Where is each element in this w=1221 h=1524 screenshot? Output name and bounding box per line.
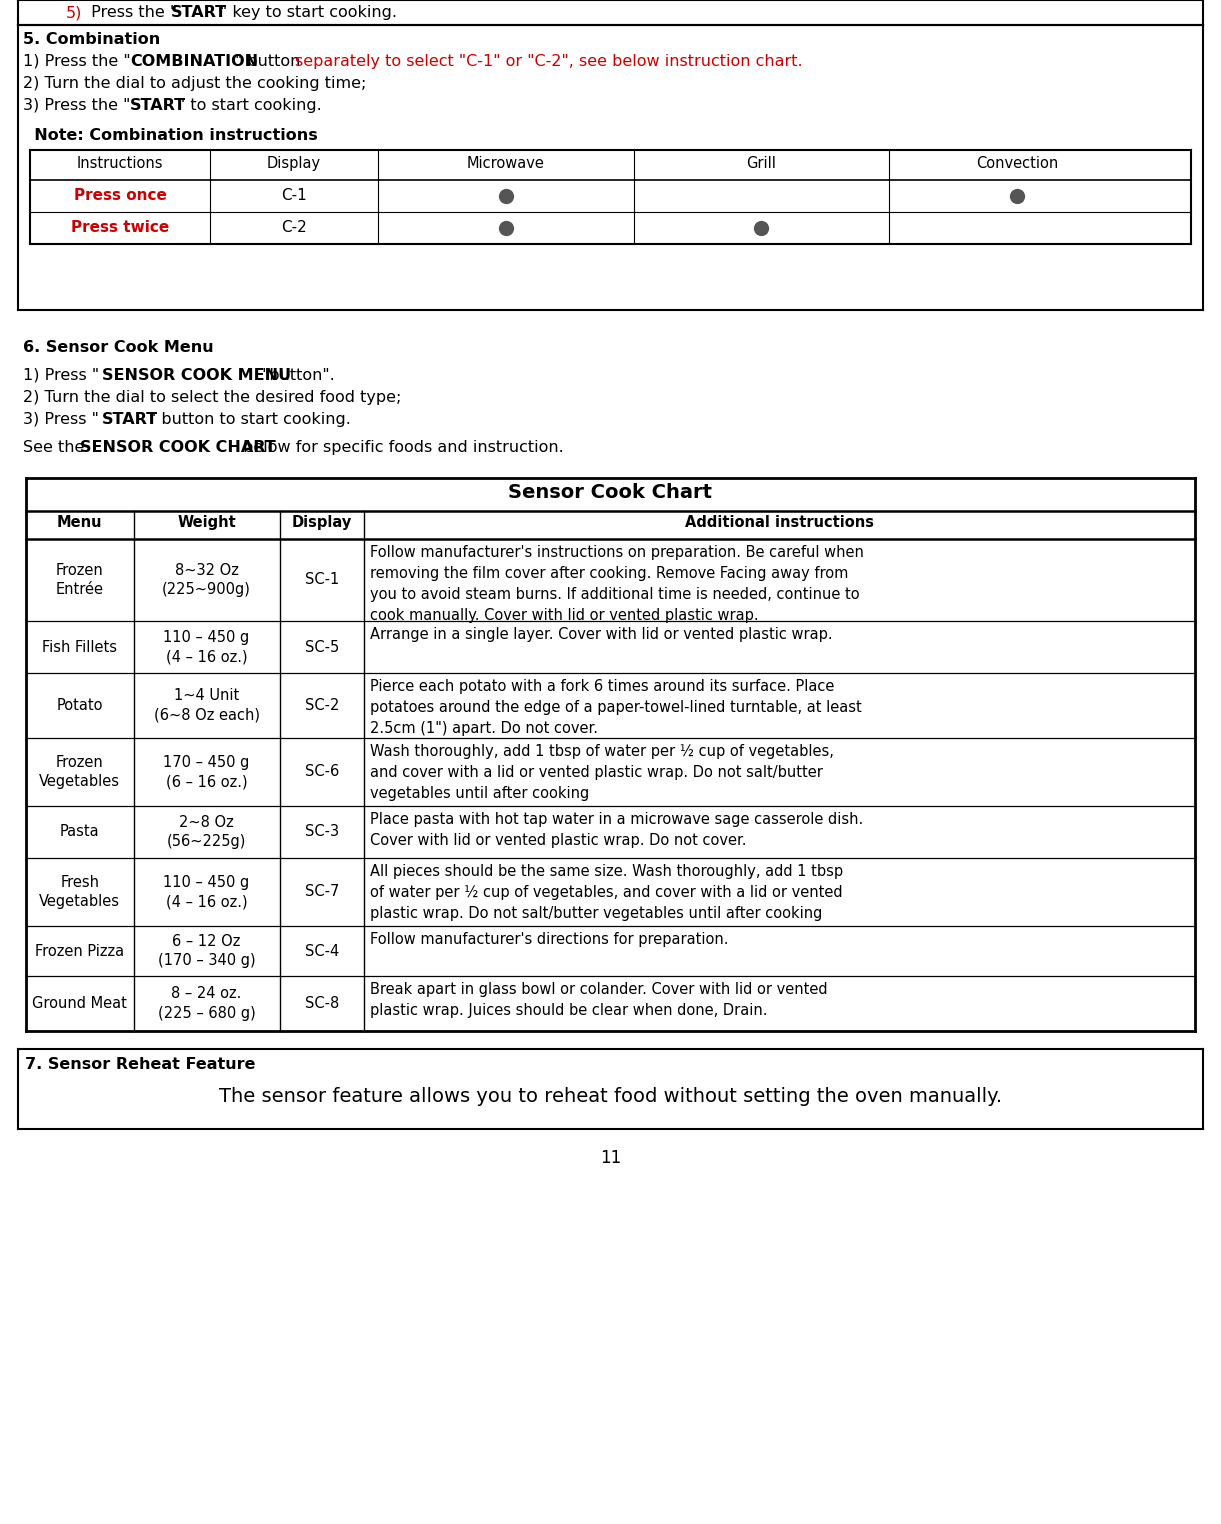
- Text: 5. Combination: 5. Combination: [23, 32, 160, 47]
- Text: Follow manufacturer's directions for preparation.: Follow manufacturer's directions for pre…: [370, 933, 729, 946]
- Text: SC-3: SC-3: [305, 824, 338, 840]
- Text: Press the ": Press the ": [85, 5, 177, 20]
- Text: 110 – 450 g
(4 – 16 oz.): 110 – 450 g (4 – 16 oz.): [164, 629, 250, 664]
- Text: 3) Press ": 3) Press ": [23, 411, 99, 427]
- Text: Press once: Press once: [73, 189, 166, 204]
- Text: Fish Fillets: Fish Fillets: [43, 640, 117, 654]
- Text: Convection: Convection: [976, 155, 1057, 171]
- Text: SENSOR COOK CHART: SENSOR COOK CHART: [81, 440, 276, 456]
- Text: Display: Display: [267, 155, 321, 171]
- Text: SC-1: SC-1: [304, 573, 339, 587]
- Text: SC-7: SC-7: [304, 884, 339, 899]
- Text: Potato: Potato: [56, 698, 103, 713]
- Text: Follow manufacturer's instructions on preparation. Be careful when
removing the : Follow manufacturer's instructions on pr…: [370, 546, 863, 623]
- Text: 1) Press ": 1) Press ": [23, 367, 99, 383]
- Text: " button: " button: [234, 53, 305, 69]
- Text: Grill: Grill: [746, 155, 777, 171]
- Text: All pieces should be the same size. Wash thoroughly, add 1 tbsp
of water per ½ c: All pieces should be the same size. Wash…: [370, 864, 842, 920]
- Text: separately to select "C-1" or "C-2", see below instruction chart.: separately to select "C-1" or "C-2", see…: [295, 53, 802, 69]
- Text: C-2: C-2: [281, 221, 306, 236]
- Text: Sensor Cook Chart: Sensor Cook Chart: [508, 483, 713, 501]
- Text: Break apart in glass bowl or colander. Cover with lid or vented
plastic wrap. Ju: Break apart in glass bowl or colander. C…: [370, 981, 828, 1018]
- Text: 2) Turn the dial to select the desired food type;: 2) Turn the dial to select the desired f…: [23, 390, 402, 405]
- Text: Wash thoroughly, add 1 tbsp of water per ½ cup of vegetables,
and cover with a l: Wash thoroughly, add 1 tbsp of water per…: [370, 744, 834, 802]
- Text: The sensor feature allows you to reheat food without setting the oven manually.: The sensor feature allows you to reheat …: [219, 1087, 1002, 1106]
- Text: SC-8: SC-8: [304, 997, 339, 1010]
- Text: " to start cooking.: " to start cooking.: [178, 98, 322, 113]
- Text: START: START: [103, 411, 159, 427]
- Text: 6. Sensor Cook Menu: 6. Sensor Cook Menu: [23, 340, 214, 355]
- Text: " key to start cooking.: " key to start cooking.: [220, 5, 397, 20]
- Text: COMBINATION: COMBINATION: [129, 53, 258, 69]
- Text: SC-2: SC-2: [304, 698, 339, 713]
- Text: Microwave: Microwave: [468, 155, 545, 171]
- Text: SC-5: SC-5: [304, 640, 339, 654]
- Text: 8 – 24 oz.
(225 – 680 g): 8 – 24 oz. (225 – 680 g): [158, 986, 255, 1021]
- Text: 170 – 450 g
(6 – 16 oz.): 170 – 450 g (6 – 16 oz.): [164, 754, 250, 789]
- Text: Weight: Weight: [177, 515, 236, 530]
- Text: Frozen
Vegetables: Frozen Vegetables: [39, 754, 121, 789]
- Text: below for specific foods and instruction.: below for specific foods and instruction…: [238, 440, 564, 456]
- Text: 1~4 Unit
(6~8 Oz each): 1~4 Unit (6~8 Oz each): [154, 689, 260, 722]
- Text: Pasta: Pasta: [60, 824, 100, 840]
- Text: SENSOR COOK MENU: SENSOR COOK MENU: [103, 367, 291, 383]
- Text: Note: Combination instructions: Note: Combination instructions: [23, 128, 317, 143]
- Text: 2) Turn the dial to adjust the cooking time;: 2) Turn the dial to adjust the cooking t…: [23, 76, 366, 91]
- Text: 1) Press the ": 1) Press the ": [23, 53, 131, 69]
- Text: 110 – 450 g
(4 – 16 oz.): 110 – 450 g (4 – 16 oz.): [164, 875, 250, 910]
- Text: 3) Press the ": 3) Press the ": [23, 98, 131, 113]
- Text: Fresh
Vegetables: Fresh Vegetables: [39, 875, 121, 910]
- Text: Ground Meat: Ground Meat: [32, 997, 127, 1010]
- Text: Frozen
Entrée: Frozen Entrée: [56, 562, 104, 597]
- Text: Pierce each potato with a fork 6 times around its surface. Place
potatoes around: Pierce each potato with a fork 6 times a…: [370, 680, 862, 736]
- Text: SC-6: SC-6: [304, 765, 339, 779]
- Text: "button".: "button".: [256, 367, 335, 383]
- Text: Arrange in a single layer. Cover with lid or vented plastic wrap.: Arrange in a single layer. Cover with li…: [370, 626, 833, 642]
- Text: Additional instructions: Additional instructions: [685, 515, 874, 530]
- Text: Display: Display: [292, 515, 352, 530]
- Text: Press twice: Press twice: [71, 221, 168, 236]
- Text: 7. Sensor Reheat Feature: 7. Sensor Reheat Feature: [24, 1058, 255, 1071]
- Text: START: START: [129, 98, 186, 113]
- Text: 2~8 Oz
(56~225g): 2~8 Oz (56~225g): [167, 815, 247, 849]
- Text: 11: 11: [600, 1149, 621, 1167]
- Text: Frozen Pizza: Frozen Pizza: [35, 943, 125, 959]
- Text: See the: See the: [23, 440, 89, 456]
- Text: Menu: Menu: [57, 515, 103, 530]
- Text: C-1: C-1: [281, 189, 306, 204]
- Text: Instructions: Instructions: [77, 155, 164, 171]
- Text: START: START: [171, 5, 227, 20]
- Text: 6 – 12 Oz
(170 – 340 g): 6 – 12 Oz (170 – 340 g): [158, 934, 255, 968]
- Text: 5): 5): [66, 5, 82, 20]
- Text: Place pasta with hot tap water in a microwave sage casserole dish.
Cover with li: Place pasta with hot tap water in a micr…: [370, 812, 863, 847]
- Text: SC-4: SC-4: [304, 943, 339, 959]
- Text: " button to start cooking.: " button to start cooking.: [149, 411, 350, 427]
- Text: 8~32 Oz
(225~900g): 8~32 Oz (225~900g): [162, 562, 252, 597]
